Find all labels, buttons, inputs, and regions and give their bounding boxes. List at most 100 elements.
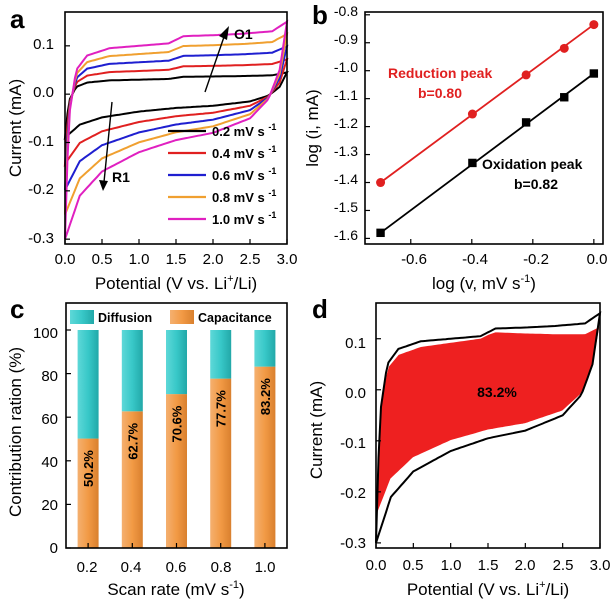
panel-c-ticks xyxy=(66,329,266,549)
panel-c-xtick: 1.0 xyxy=(255,559,276,576)
panel-a-legend: 0.2 mV s -10.4 mV s -10.6 mV s -10.8 mV … xyxy=(168,122,276,227)
panel-c-ytick: 40 xyxy=(41,454,58,471)
legend-label-text: 0.2 mV s xyxy=(212,124,268,139)
panel-d-xtick: 1.0 xyxy=(441,557,462,574)
data-point-oxidation xyxy=(560,93,569,102)
panel-b-ytick: -0.8 xyxy=(334,3,358,19)
panel-c-xtick: 0.8 xyxy=(211,559,232,576)
fit-line-circle xyxy=(380,23,595,184)
panel-a-xlabel: Potential (V vs. Li+/Li) xyxy=(95,273,257,293)
panel-a-arrow-o1 xyxy=(204,33,226,93)
panel-a-xtick: 1.5 xyxy=(166,251,187,268)
legend-label-sup: -1 xyxy=(268,144,276,154)
panel-a-xtick: 1.0 xyxy=(129,251,150,268)
panel-d-xtick: 3.0 xyxy=(590,557,611,574)
panel-c-legend-capacitance: Capacitance xyxy=(198,311,272,325)
bar-label: 83.2% xyxy=(258,378,273,415)
panel-b-xtick: -0.6 xyxy=(401,251,427,268)
legend-label-sup: -1 xyxy=(268,210,276,220)
panel-a-arrowhead-r1 xyxy=(99,180,108,191)
capacitive-area xyxy=(375,325,601,518)
panel-c-ytick: 80 xyxy=(41,368,58,385)
panel-b-red-label: Reduction peak xyxy=(388,65,492,81)
panel-c-ylabel: Contribution ration (%) xyxy=(6,347,25,517)
panel-d-xlabel: Potential (V vs. Li+/Li) xyxy=(407,579,569,599)
data-point-reduction xyxy=(467,109,477,119)
panel-c-legend-swatch-diffusion xyxy=(70,310,94,324)
legend-label-text: 0.6 mV s xyxy=(212,168,268,183)
bar-label: 50.2% xyxy=(81,450,96,487)
panel-b-ytick: -1.6 xyxy=(334,227,358,243)
legend-label-0.6: 0.6 mV s -1 xyxy=(212,166,276,183)
legend-label-sup: -1 xyxy=(268,188,276,198)
bar-capacitance xyxy=(77,438,99,548)
panel-d-ytick: 0.0 xyxy=(345,385,366,402)
panel-a-xtick: 0.0 xyxy=(55,251,76,268)
panel-b-xtick: 0.0 xyxy=(587,251,608,268)
panel-d-xtick: 0.0 xyxy=(366,557,387,574)
panel-label-b: b xyxy=(312,0,328,30)
bar-capacitance xyxy=(210,378,232,548)
legend-label-text: 0.8 mV s xyxy=(212,190,268,205)
panel-a-ytick: 0.0 xyxy=(33,84,54,101)
panel-c-legend-swatch-capacitance xyxy=(170,310,194,324)
fit-line-square xyxy=(380,72,595,234)
panel-d-ytick: -0.2 xyxy=(340,485,366,502)
data-point-reduction xyxy=(559,43,569,53)
panel-c-legend-diffusion: Diffusion xyxy=(98,311,152,325)
bar-diffusion xyxy=(166,330,187,395)
panel-b-marks xyxy=(376,20,599,238)
panel-b-xtick: -0.2 xyxy=(523,251,549,268)
panel-b-ytick: -1.4 xyxy=(334,171,358,187)
panel-c-xlabel: Scan rate (mV s-1) xyxy=(107,579,244,599)
panel-a: 0.1 0.0 -0.1 -0.2 -0.3 0.0 0.5 1.0 1.5 2… xyxy=(6,11,297,293)
panel-a-annot-o1: O1 xyxy=(234,26,253,42)
panel-b-xtick: -0.4 xyxy=(462,251,488,268)
legend-label-0.8: 0.8 mV s -1 xyxy=(212,188,276,205)
panel-d-ytick: -0.3 xyxy=(340,535,366,552)
panel-b-black-b: b=0.82 xyxy=(514,176,558,192)
panel-c-ytick: 20 xyxy=(41,497,58,514)
panel-b-ytick: -1.0 xyxy=(334,59,358,75)
data-point-reduction xyxy=(376,178,386,188)
data-point-oxidation xyxy=(521,118,531,127)
panel-a-ylabel: Current (mA) xyxy=(6,79,25,177)
panel-b-xlabel: log (v, mV s-1) xyxy=(432,273,536,293)
panel-c-xtick: 0.4 xyxy=(121,559,142,576)
panel-a-ytick: -0.3 xyxy=(28,230,54,247)
data-point-oxidation xyxy=(376,228,385,238)
data-point-reduction xyxy=(589,20,599,30)
legend-label-sup: -1 xyxy=(268,166,276,176)
panel-b-red-b: b=0.80 xyxy=(418,85,462,101)
panel-d-annotation: 83.2% xyxy=(477,384,517,400)
bar-diffusion xyxy=(77,330,99,439)
panel-a-arrow-r1 xyxy=(103,101,113,183)
panel-label-d: d xyxy=(312,294,328,324)
panel-a-annot-r1: R1 xyxy=(112,169,130,185)
panel-a-xtick: 2.0 xyxy=(203,251,224,268)
legend-label-0.4: 0.4 mV s -1 xyxy=(212,144,276,161)
legend-label-text: 0.4 mV s xyxy=(212,146,268,161)
bar-capacitance xyxy=(254,366,276,548)
panel-c-xtick: 0.6 xyxy=(166,559,187,576)
panel-a-arrowhead-o1 xyxy=(219,26,229,40)
panel-a-ytick: -0.2 xyxy=(28,181,54,198)
panel-b-ytick: -1.2 xyxy=(334,115,358,131)
legend-label-text: 1.0 mV s xyxy=(212,212,268,227)
panel-a-ytick: 0.1 xyxy=(33,36,54,53)
panel-b-ytick: -1.5 xyxy=(334,199,358,215)
panel-b-ytick: -0.9 xyxy=(334,31,358,47)
panel-d-ytick: -0.1 xyxy=(340,435,366,452)
panel-d-xtick: 2.5 xyxy=(553,557,574,574)
panel-d-area xyxy=(375,311,602,544)
panel-c-xtick: 0.2 xyxy=(77,559,98,576)
panel-c-ytick: 100 xyxy=(33,325,58,342)
panel-a-ticks xyxy=(64,45,288,244)
panel-b-ytick: -1.3 xyxy=(334,143,358,159)
panel-c-ytick: 0 xyxy=(50,540,58,557)
bar-diffusion xyxy=(210,330,232,379)
data-point-oxidation xyxy=(468,158,477,168)
panel-b: -0.8 -0.9 -1.0 -1.1 -1.2 -1.3 -1.4 -1.5 … xyxy=(303,3,607,293)
panel-d-ytick: 0.1 xyxy=(345,335,366,352)
